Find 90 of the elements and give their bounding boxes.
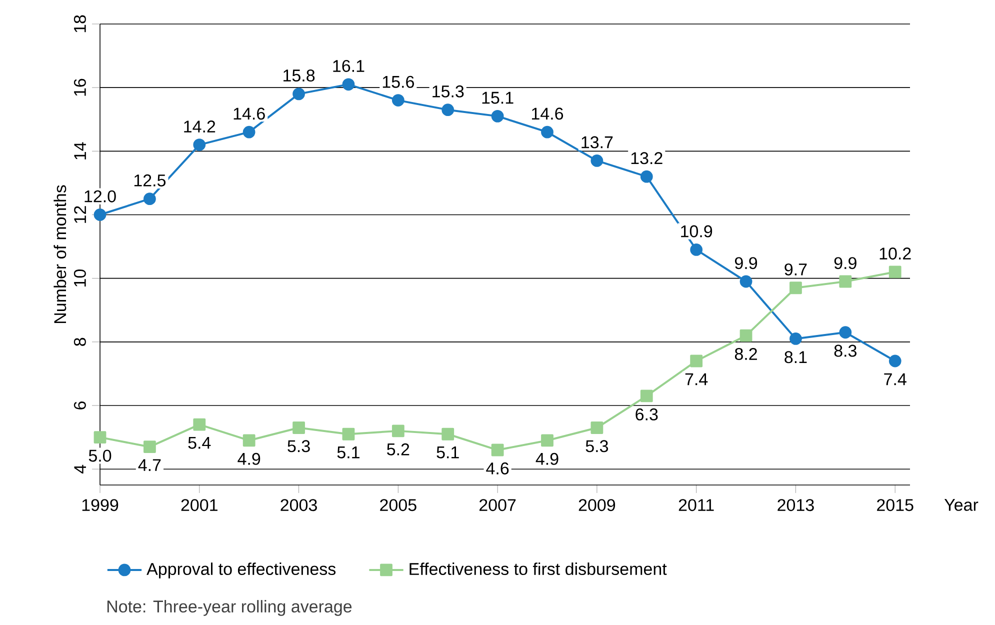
data-label: 9.9 — [834, 257, 856, 270]
data-label: 10.2 — [880, 248, 911, 260]
point — [94, 431, 106, 444]
data-label: 13.7 — [582, 136, 613, 148]
data-label: 5.2 — [387, 443, 410, 456]
point — [242, 126, 256, 138]
y-tick-label: 8 — [74, 338, 86, 346]
point — [839, 275, 852, 288]
point — [442, 104, 454, 116]
point — [590, 422, 604, 434]
point — [888, 266, 902, 278]
point — [342, 78, 355, 91]
y-tick-label: 14 — [74, 142, 86, 160]
data-label: 15.3 — [432, 85, 464, 98]
point — [242, 434, 256, 447]
data-label: 16.1 — [333, 60, 364, 72]
legend-label: Approval to effectiveness — [146, 562, 336, 578]
x-tick-label: 2009 — [578, 499, 616, 512]
point — [790, 332, 802, 345]
y-tick-label: 16 — [74, 78, 86, 96]
data-label: 14.6 — [532, 108, 564, 120]
data-label: 5.4 — [188, 436, 211, 449]
data-label: 9.9 — [734, 257, 758, 270]
data-label: 12.5 — [134, 174, 166, 186]
data-label: 14.2 — [184, 120, 216, 132]
y-tick-label: 18 — [74, 15, 86, 32]
data-label: 4.6 — [486, 462, 509, 474]
text: Note: Three-year rolling average — [107, 600, 352, 616]
data-label: 7.4 — [884, 373, 906, 386]
y-tick-label: 4 — [74, 464, 86, 474]
point — [392, 94, 404, 106]
point — [342, 428, 355, 440]
x-tick-label: 2011 — [678, 499, 714, 512]
legend-label: Effectiveness to first disbursement — [410, 562, 667, 576]
data-label: 4.9 — [536, 452, 558, 465]
data-label: 5.3 — [586, 440, 608, 452]
x-tick-label: 2013 — [778, 499, 814, 512]
data-label: 7.4 — [685, 373, 708, 386]
data-label: 5.0 — [88, 450, 112, 462]
data-label: 13.2 — [631, 152, 662, 164]
data-label: 8.2 — [734, 348, 757, 360]
point — [193, 138, 206, 152]
point — [640, 390, 653, 402]
point — [442, 428, 454, 440]
point — [193, 418, 206, 431]
point — [740, 329, 752, 342]
point — [541, 434, 554, 447]
data-label: 9.7 — [784, 263, 807, 276]
point — [888, 354, 902, 368]
y-tick-label: 6 — [74, 402, 86, 410]
point — [491, 444, 504, 456]
point — [541, 126, 554, 138]
y-tick-label: 12 — [74, 206, 86, 223]
x-tick-label: 2001 — [181, 499, 218, 512]
data-label: 4.9 — [238, 452, 260, 465]
data-label: 14.6 — [234, 108, 265, 120]
x-axis-title: Year — [944, 499, 978, 511]
data-label: 5.3 — [288, 440, 310, 452]
point — [144, 440, 156, 454]
data-label: 15.1 — [482, 92, 514, 104]
point — [392, 424, 404, 438]
point — [790, 282, 802, 294]
point — [690, 354, 703, 368]
point — [839, 326, 852, 339]
point — [144, 192, 156, 206]
x-tick-label: 2007 — [479, 499, 516, 512]
data-label: 8.3 — [834, 344, 856, 357]
data-label: 15.6 — [382, 76, 414, 88]
data-label: 10.9 — [681, 225, 712, 238]
y-tick-label: 10 — [74, 270, 86, 286]
x-tick-label: 2003 — [280, 499, 317, 512]
data-label: 15.8 — [284, 70, 315, 82]
point — [94, 208, 106, 221]
point — [491, 110, 504, 122]
point — [690, 244, 703, 256]
point — [590, 154, 604, 167]
data-label: 5.1 — [436, 446, 459, 458]
data-label: 5.1 — [337, 446, 360, 458]
y-axis-title: Number of months — [54, 185, 66, 324]
point — [740, 275, 752, 288]
data-label: 12.0 — [84, 190, 116, 202]
data-label: 4.7 — [138, 459, 161, 471]
point — [292, 422, 305, 434]
point — [640, 170, 653, 183]
x-tick-label: 2005 — [380, 499, 416, 512]
data-label: 8.1 — [784, 351, 807, 364]
point — [292, 88, 305, 100]
x-tick-label: 2015 — [877, 499, 914, 512]
data-label: 6.3 — [636, 408, 658, 420]
x-tick-label: 1999 — [82, 499, 118, 512]
